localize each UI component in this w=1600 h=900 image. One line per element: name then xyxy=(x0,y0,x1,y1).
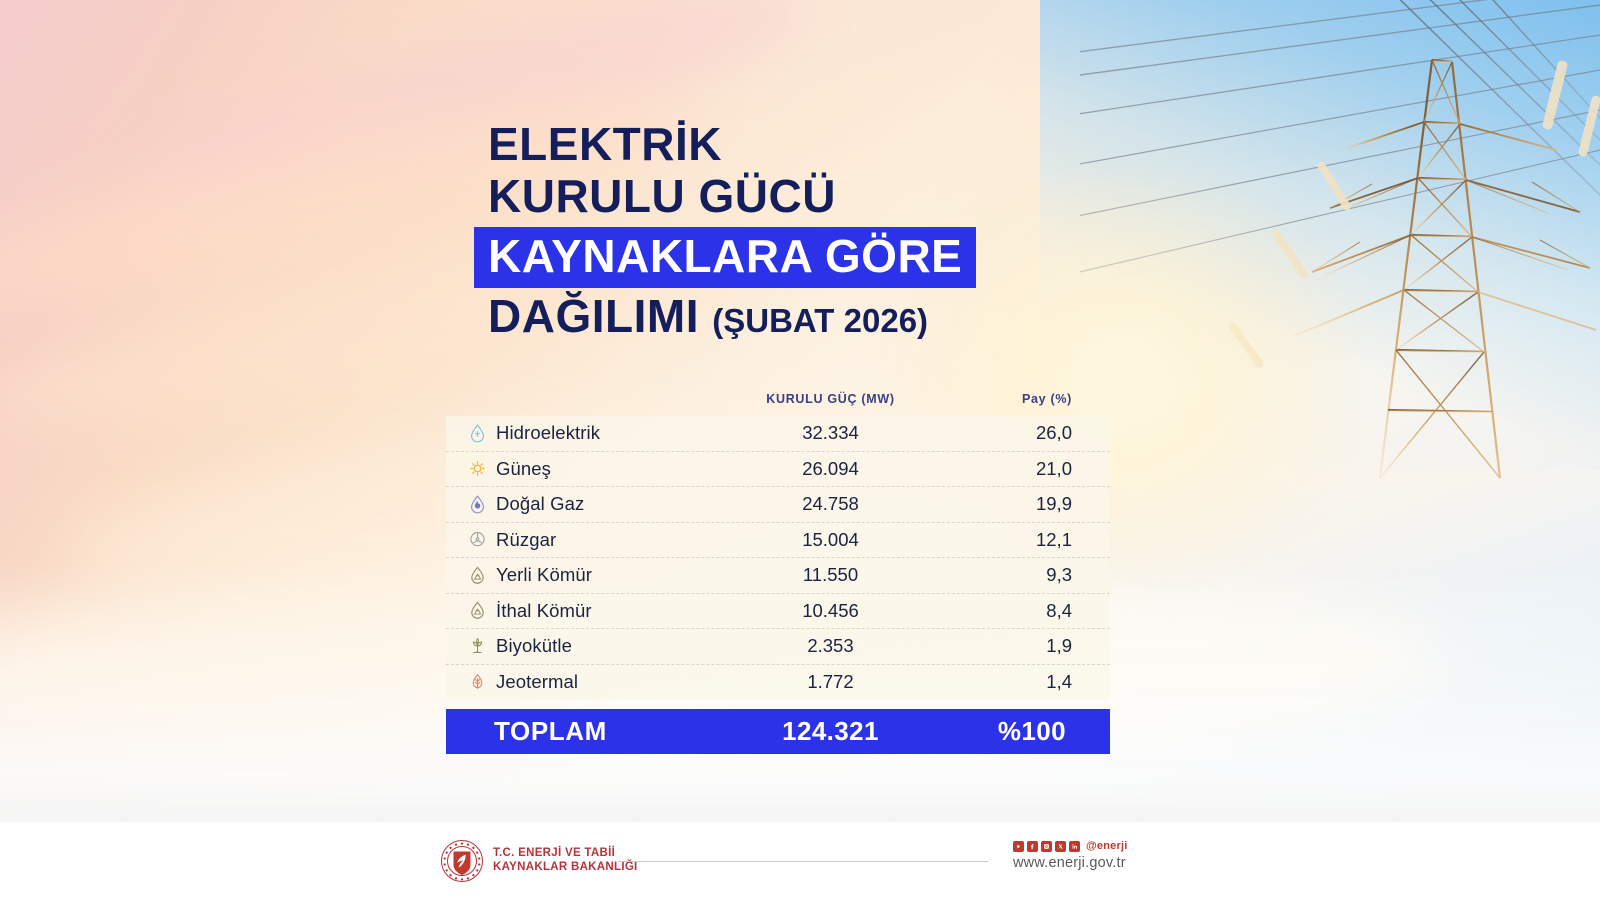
row-share: 8,4 xyxy=(1046,599,1072,621)
sun-icon xyxy=(470,461,485,477)
linkedin-icon[interactable] xyxy=(1069,840,1080,852)
header-share: Pay (%) xyxy=(1021,392,1072,406)
facebook-icon[interactable] xyxy=(1027,840,1038,852)
row-source: Jeotermal xyxy=(468,671,723,693)
row-capacity: 10.456 xyxy=(802,599,859,621)
table-row: Yerli Kömür 11.550 9,3 xyxy=(446,558,1110,594)
table-row: İthal Kömür 10.456 8,4 xyxy=(446,594,1110,629)
row-source: Biyokütle xyxy=(468,635,723,657)
row-source-label: Biyokütle xyxy=(496,635,572,657)
table-row: Biyokütle 2.353 1,9 xyxy=(446,629,1110,665)
header-source xyxy=(468,392,723,406)
biomass-icon xyxy=(472,637,483,653)
instagram-icon[interactable] xyxy=(1041,840,1052,852)
row-source-label: Rüzgar xyxy=(496,528,557,550)
row-source-label: Hidroelektrik xyxy=(496,422,601,444)
row-source-label: Jeotermal xyxy=(496,671,579,693)
row-capacity: 11.550 xyxy=(802,564,859,586)
youtube-icon[interactable] xyxy=(1013,840,1024,852)
row-share: 26,0 xyxy=(1035,422,1072,444)
title-period: (ŞUBAT 2026) xyxy=(712,301,929,339)
row-capacity: 26.094 xyxy=(802,457,859,479)
total-row: TOPLAM 124.321 %100 xyxy=(446,709,1110,754)
title-line-4: DAĞILIMI (ŞUBAT 2026) xyxy=(488,290,1108,342)
transmission-tower-image xyxy=(1080,0,1600,480)
table-header-row: KURULU GÜÇ (MW) Pay (%) xyxy=(446,392,1110,416)
row-source: Doğal Gaz xyxy=(468,493,723,515)
footer-bar: T.C. ENERJİ VE TABİİ KAYNAKLAR BAKANLIĞI xyxy=(0,822,1600,900)
title-line-2: KURULU GÜCÜ xyxy=(488,170,836,223)
row-share: 21,0 xyxy=(1035,457,1072,479)
title-line-1: ELEKTRİK xyxy=(488,118,722,170)
row-share: 9,3 xyxy=(1046,564,1072,586)
total-label: TOPLAM xyxy=(494,716,607,746)
row-source: Rüzgar xyxy=(468,529,723,551)
social-block: @enerji www.enerji.gov.tr xyxy=(1013,840,1127,871)
ministry-seal-icon xyxy=(441,840,483,882)
row-capacity: 1.772 xyxy=(807,671,854,693)
footer-divider xyxy=(618,860,988,862)
row-share: 1,4 xyxy=(1046,671,1072,693)
title-line-4-text: DAĞILIMI xyxy=(488,289,699,342)
ministry-line-2: KAYNAKLAR BAKANLIĞI xyxy=(493,861,638,873)
row-source-label: Güneş xyxy=(496,457,552,479)
total-share: %100 xyxy=(997,716,1066,746)
row-capacity: 2.353 xyxy=(807,635,854,657)
row-source: Yerli Kömür xyxy=(468,564,723,586)
row-source: İthal Kömür xyxy=(468,600,723,622)
row-capacity: 24.758 xyxy=(802,493,859,515)
row-source-label: Doğal Gaz xyxy=(496,493,585,515)
table-row: Hidroelektrik 32.334 26,0 xyxy=(446,416,1110,452)
row-capacity: 15.004 xyxy=(802,528,859,550)
table-row: Jeotermal 1.772 1,4 xyxy=(446,665,1110,701)
ministry-line-1: T.C. ENERJİ VE TABİİ xyxy=(493,847,616,860)
water-drop-icon xyxy=(470,424,485,443)
row-share: 12,1 xyxy=(1035,528,1072,550)
wind-turbine-icon xyxy=(470,532,485,547)
header-capacity: KURULU GÜÇ (MW) xyxy=(766,392,895,406)
table-row: Rüzgar 15.004 12,1 xyxy=(446,523,1110,558)
page-title: ELEKTRİK KURULU GÜCÜ KAYNAKLARA GÖRE DAĞ… xyxy=(474,118,1108,342)
table-row: Doğal Gaz 24.758 19,9 xyxy=(446,487,1110,523)
row-share: 1,9 xyxy=(1046,635,1072,657)
x-twitter-icon[interactable] xyxy=(1055,840,1066,852)
gas-flame-icon xyxy=(470,495,485,514)
ministry-name: T.C. ENERJİ VE TABİİ KAYNAKLAR BAKANLIĞI xyxy=(493,847,638,874)
row-capacity: 32.334 xyxy=(802,422,859,444)
table-row: Güneş 26.094 21,0 xyxy=(446,452,1110,487)
row-source: Hidroelektrik xyxy=(468,422,723,444)
row-share: 19,9 xyxy=(1035,493,1072,515)
geothermal-icon xyxy=(472,673,483,689)
title-highlight: KAYNAKLARA GÖRE xyxy=(474,226,977,288)
total-capacity: 124.321 xyxy=(782,716,879,746)
social-handle[interactable]: @enerji xyxy=(1086,840,1128,852)
coal-icon xyxy=(471,601,484,620)
capacity-table: KURULU GÜÇ (MW) Pay (%) Hidroelektrik 32.… xyxy=(446,392,1110,700)
website-url[interactable]: www.enerji.gov.tr xyxy=(1013,855,1126,871)
row-source-label: İthal Kömür xyxy=(496,599,592,621)
row-source: Güneş xyxy=(468,458,723,480)
social-icons-row: @enerji xyxy=(1013,840,1127,852)
ministry-logo: T.C. ENERJİ VE TABİİ KAYNAKLAR BAKANLIĞI xyxy=(440,839,638,883)
table-body: Hidroelektrik 32.334 26,0 Güneş 26.094 21,0 Do… xyxy=(446,416,1110,700)
row-source-label: Yerli Kömür xyxy=(496,564,593,586)
coal-icon xyxy=(471,566,484,584)
